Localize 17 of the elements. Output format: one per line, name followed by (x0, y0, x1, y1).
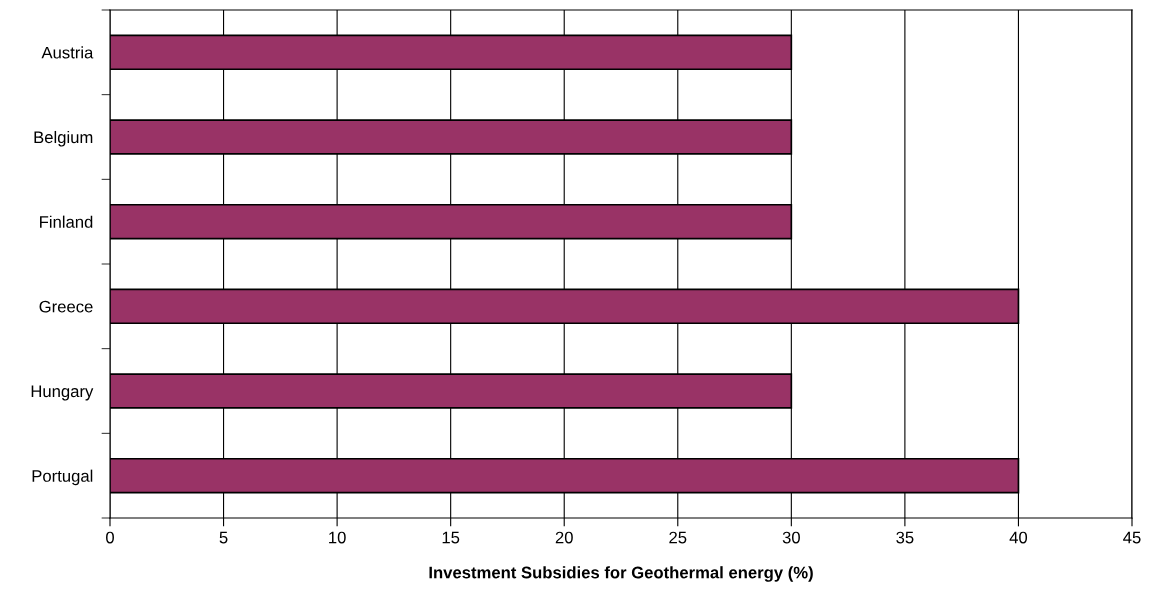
x-tick-label: 20 (555, 531, 573, 544)
y-tick-label: Hungary (31, 385, 94, 401)
x-tick-label: 30 (782, 531, 800, 544)
x-axis-title: Investment Subsidies for Geothermal energy (%) (429, 566, 813, 582)
x-tick-label: 15 (442, 531, 460, 544)
x-tick-label: 45 (1123, 531, 1141, 544)
x-tick-label: 35 (896, 531, 914, 544)
x-tick-label: 10 (329, 531, 346, 544)
y-tick-label: Portugal (32, 469, 93, 486)
y-tick-label: Finland (40, 215, 93, 228)
x-tick-label: 25 (669, 531, 687, 544)
y-tick-label: Austria (41, 46, 94, 59)
x-tick-label: 0 (106, 531, 114, 544)
y-tick-label: Greece (39, 300, 93, 313)
x-tick-label: 5 (219, 531, 228, 544)
x-tick-label: 40 (1009, 531, 1028, 544)
y-tick-label: Belgium (34, 130, 93, 147)
